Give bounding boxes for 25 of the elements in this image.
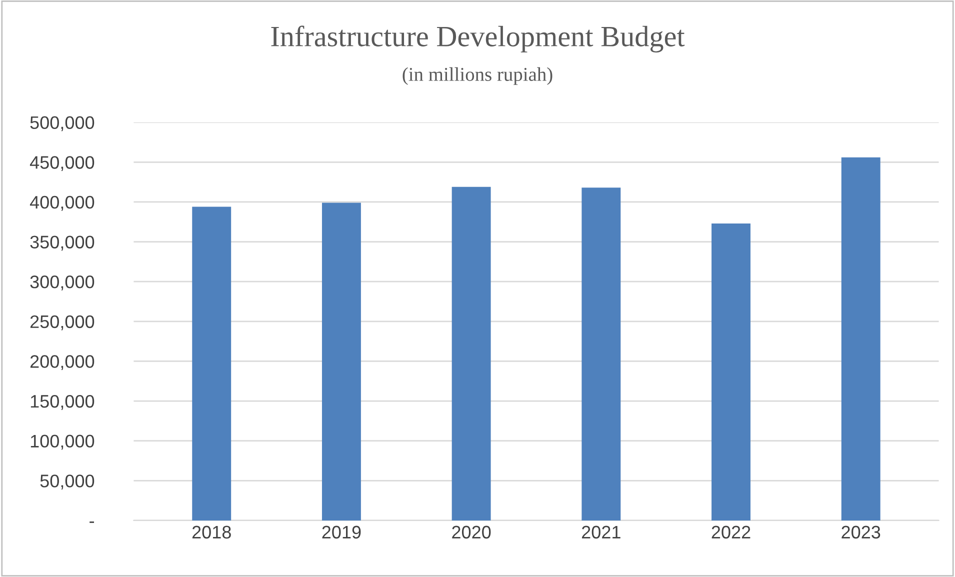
x-tick-label: 2023 <box>842 526 880 539</box>
y-tick-label: 500,000 <box>30 116 94 132</box>
x-tick-label: 2018 <box>192 526 231 539</box>
bar <box>712 223 750 520</box>
y-tick-label: 300,000 <box>30 276 94 290</box>
chart-subtitle: (in millions rupiah) <box>402 67 552 85</box>
y-tick-label: 150,000 <box>30 394 94 410</box>
y-tick-label: 350,000 <box>30 236 94 251</box>
y-tick-label: - <box>90 521 94 523</box>
y-tick-label: 450,000 <box>30 156 94 171</box>
x-tick-label: 2019 <box>322 526 361 539</box>
y-tick-label: 100,000 <box>30 434 94 450</box>
bar <box>841 157 880 520</box>
bar <box>452 186 491 520</box>
x-tick-label: 2022 <box>712 526 750 539</box>
bar <box>322 202 361 520</box>
bar <box>582 188 621 520</box>
chart-title: Infrastructure Development Budget <box>271 26 685 52</box>
y-tick-label: 400,000 <box>30 196 94 211</box>
x-tick-label: 2020 <box>452 526 491 539</box>
bar <box>192 206 232 520</box>
y-tick-label: 250,000 <box>30 315 94 330</box>
y-tick-label: 50,000 <box>40 474 94 490</box>
y-tick-label: 200,000 <box>30 355 94 370</box>
x-tick-label: 2021 <box>582 526 620 539</box>
